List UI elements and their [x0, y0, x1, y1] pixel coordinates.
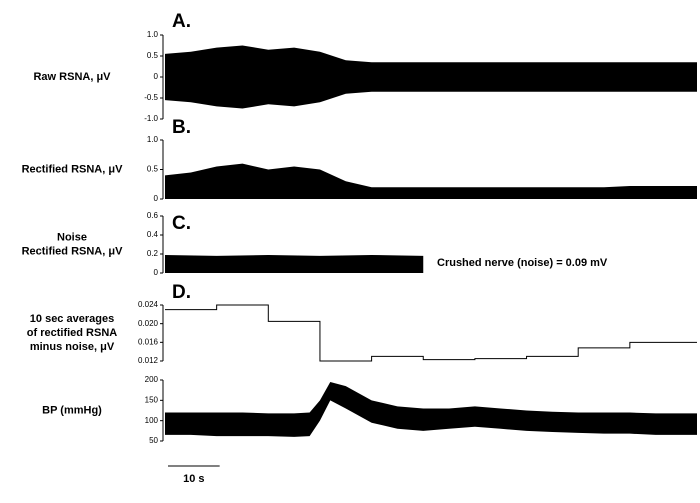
y-tick-label: 1.0 — [147, 30, 159, 39]
panel-letter: A. — [172, 11, 191, 32]
y-tick-label: 0 — [154, 194, 159, 203]
signal-envelope — [165, 163, 697, 199]
y-tick-label: 100 — [145, 416, 159, 425]
y-tick-label: 150 — [145, 395, 159, 404]
y-tick-label: 50 — [149, 436, 158, 445]
y-tick-label: 0.6 — [147, 211, 159, 220]
y-axis-label: 10 sec averages — [30, 313, 114, 325]
y-tick-label: 0 — [154, 268, 159, 277]
panel-letter: D. — [172, 282, 191, 303]
y-tick-label: 0.024 — [138, 300, 159, 309]
y-tick-label: 1.0 — [147, 135, 159, 144]
y-tick-label: 0.020 — [138, 319, 159, 328]
y-axis-label: minus noise, μV — [30, 341, 115, 353]
y-tick-label: 0 — [154, 72, 159, 81]
y-tick-label: 0.5 — [147, 51, 159, 60]
scale-bar-label: 10 s — [183, 473, 204, 485]
panel-letter: B. — [172, 117, 191, 138]
pressure-envelope — [165, 382, 697, 437]
y-axis-label: Rectified RSNA, μV — [22, 163, 124, 175]
y-tick-label: 0.016 — [138, 337, 159, 346]
y-tick-label: -1.0 — [144, 114, 158, 123]
annotation: Crushed nerve (noise) = 0.09 mV — [437, 257, 608, 269]
y-tick-label: 200 — [145, 375, 159, 384]
y-tick-label: 0.012 — [138, 356, 159, 365]
y-tick-label: -0.5 — [144, 93, 158, 102]
panel-letter: C. — [172, 213, 191, 234]
signal-envelope — [165, 254, 424, 273]
signal-envelope — [165, 45, 697, 109]
y-axis-label: Raw RSNA, μV — [33, 71, 111, 83]
y-axis-label: Noise — [57, 231, 87, 243]
y-tick-label: 0.4 — [147, 230, 159, 239]
y-axis-label: BP (mmHg) — [42, 404, 102, 416]
y-axis-label: of rectified RSNA — [27, 327, 118, 339]
y-axis-label: Rectified RSNA, μV — [22, 245, 124, 257]
y-tick-label: 0.5 — [147, 165, 159, 174]
y-tick-label: 0.2 — [147, 249, 159, 258]
step-line — [165, 304, 697, 362]
